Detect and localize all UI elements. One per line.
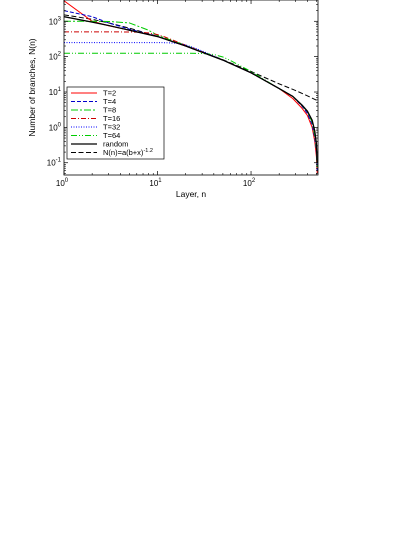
- ticks-layer: 100 101 102 10-1 100 101 102 103: [47, 0, 318, 188]
- series-line-t-16: [64, 31, 318, 167]
- y-tick-label: 10-1: [47, 158, 62, 168]
- series-line-t-32: [64, 42, 318, 167]
- legend-label: T=16: [103, 114, 120, 123]
- series-line-t-64: [64, 52, 318, 167]
- legend-box: [66, 86, 165, 160]
- legend-label: T=8: [103, 106, 116, 115]
- legend-label: N(n)=a(b+x)-1.2: [103, 148, 153, 157]
- series-line-random: [64, 16, 318, 163]
- y-tick-label: 100: [49, 122, 62, 132]
- x-tick-label: 102: [243, 178, 256, 188]
- legend: T=2T=4T=8T=16T=32T=64randomN(n)=a(b+x)-1…: [66, 86, 165, 160]
- y-tick-label: 102: [49, 52, 62, 62]
- y-tick-label: 103: [49, 16, 62, 26]
- y-tick-label: 101: [49, 87, 62, 97]
- x-axis-label: Layer, n: [176, 189, 207, 199]
- legend-label: T=2: [103, 89, 116, 98]
- legend-label: T=64: [103, 131, 120, 140]
- x-tick-label: 100: [56, 178, 69, 188]
- legend-label: T=4: [103, 97, 116, 106]
- series-layer: [64, 0, 318, 174]
- legend-label: random: [103, 140, 128, 149]
- legend-label: T=32: [103, 123, 120, 132]
- y-axis-label: Number of branches, N(n): [27, 38, 37, 136]
- plot-frame: [63, 0, 319, 176]
- x-tick-label: 101: [149, 178, 162, 188]
